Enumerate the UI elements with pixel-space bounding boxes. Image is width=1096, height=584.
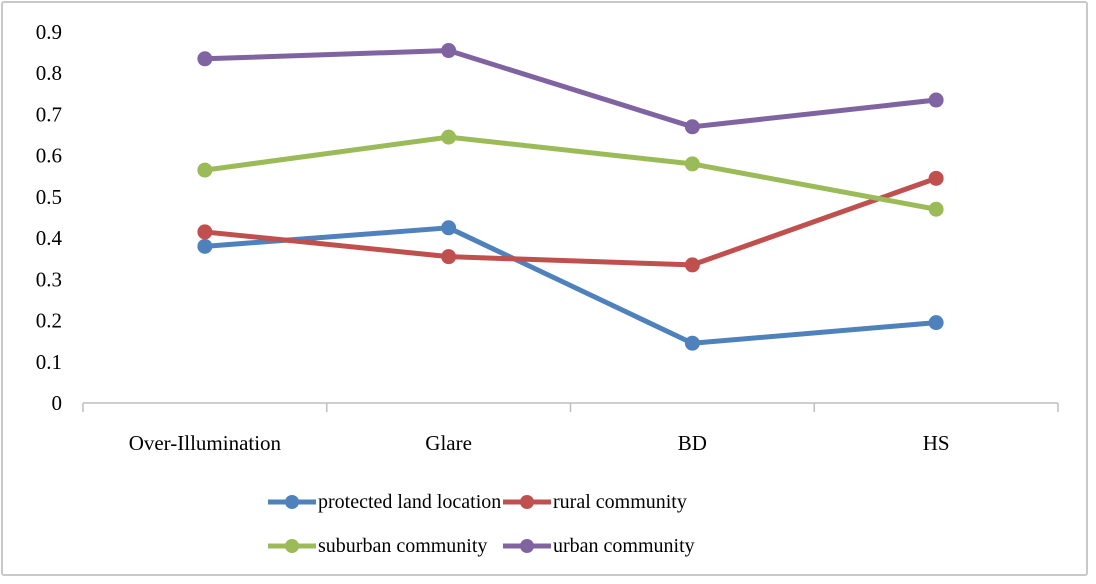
legend-label: rural community	[553, 490, 687, 513]
data-point-suburban-community	[197, 162, 213, 178]
y-axis-tick-label: 0.2	[36, 309, 62, 333]
legend-item-rural-community: rural community	[503, 489, 695, 515]
series-line-suburban-community	[202, 134, 939, 212]
data-point-urban-community	[441, 43, 457, 59]
y-axis-tick-label: 0.3	[36, 267, 62, 291]
legend-marker-icon	[268, 539, 316, 553]
legend-item-suburban-community: suburban community	[268, 533, 503, 559]
data-point-protected-land-location	[684, 335, 700, 351]
data-point-protected-land-location	[197, 238, 213, 254]
y-axis-tick-label: 0.4	[36, 226, 63, 250]
legend-label: protected land location	[318, 490, 502, 513]
legend-label: suburban community	[318, 534, 488, 557]
series-line-urban-community	[202, 48, 939, 130]
legend-label: urban community	[553, 534, 695, 557]
data-point-rural-community	[441, 249, 457, 265]
data-point-urban-community	[684, 119, 700, 135]
y-axis-tick-label: 0.6	[36, 144, 62, 168]
x-axis-category-label: Over-Illumination	[129, 431, 282, 455]
data-point-rural-community	[928, 170, 944, 186]
figure-border	[1, 1, 1088, 576]
legend-marker-icon	[503, 495, 551, 509]
y-axis-tick-label: 0	[52, 391, 63, 415]
x-axis-category-label: Glare	[425, 431, 472, 455]
data-point-protected-land-location	[928, 315, 944, 331]
data-point-rural-community	[684, 257, 700, 273]
legend-marker-icon	[503, 539, 551, 553]
x-axis-category-label: BD	[678, 431, 707, 455]
y-axis-tick-label: 0.8	[36, 61, 62, 85]
data-point-urban-community	[197, 51, 213, 67]
data-point-rural-community	[197, 224, 213, 240]
legend-marker-icon	[268, 495, 316, 509]
series-line-rural-community	[202, 175, 939, 268]
x-axis-category-label: HS	[923, 431, 950, 455]
chart-legend: protected land location rural community su…	[268, 489, 695, 559]
y-axis-tick-label: 0.1	[36, 350, 62, 374]
y-axis-tick-label: 0.9	[36, 20, 62, 44]
data-point-suburban-community	[441, 129, 457, 145]
series-line-protected-land-location	[202, 225, 939, 346]
data-point-protected-land-location	[441, 220, 457, 236]
legend-item-protected-land-location: protected land location	[268, 489, 503, 515]
data-point-suburban-community	[928, 201, 944, 217]
legend-item-urban-community: urban community	[503, 533, 695, 559]
y-axis-tick-label: 0.7	[36, 102, 62, 126]
y-axis-tick-label: 0.5	[36, 185, 62, 209]
data-point-suburban-community	[684, 156, 700, 172]
data-point-urban-community	[928, 92, 944, 108]
